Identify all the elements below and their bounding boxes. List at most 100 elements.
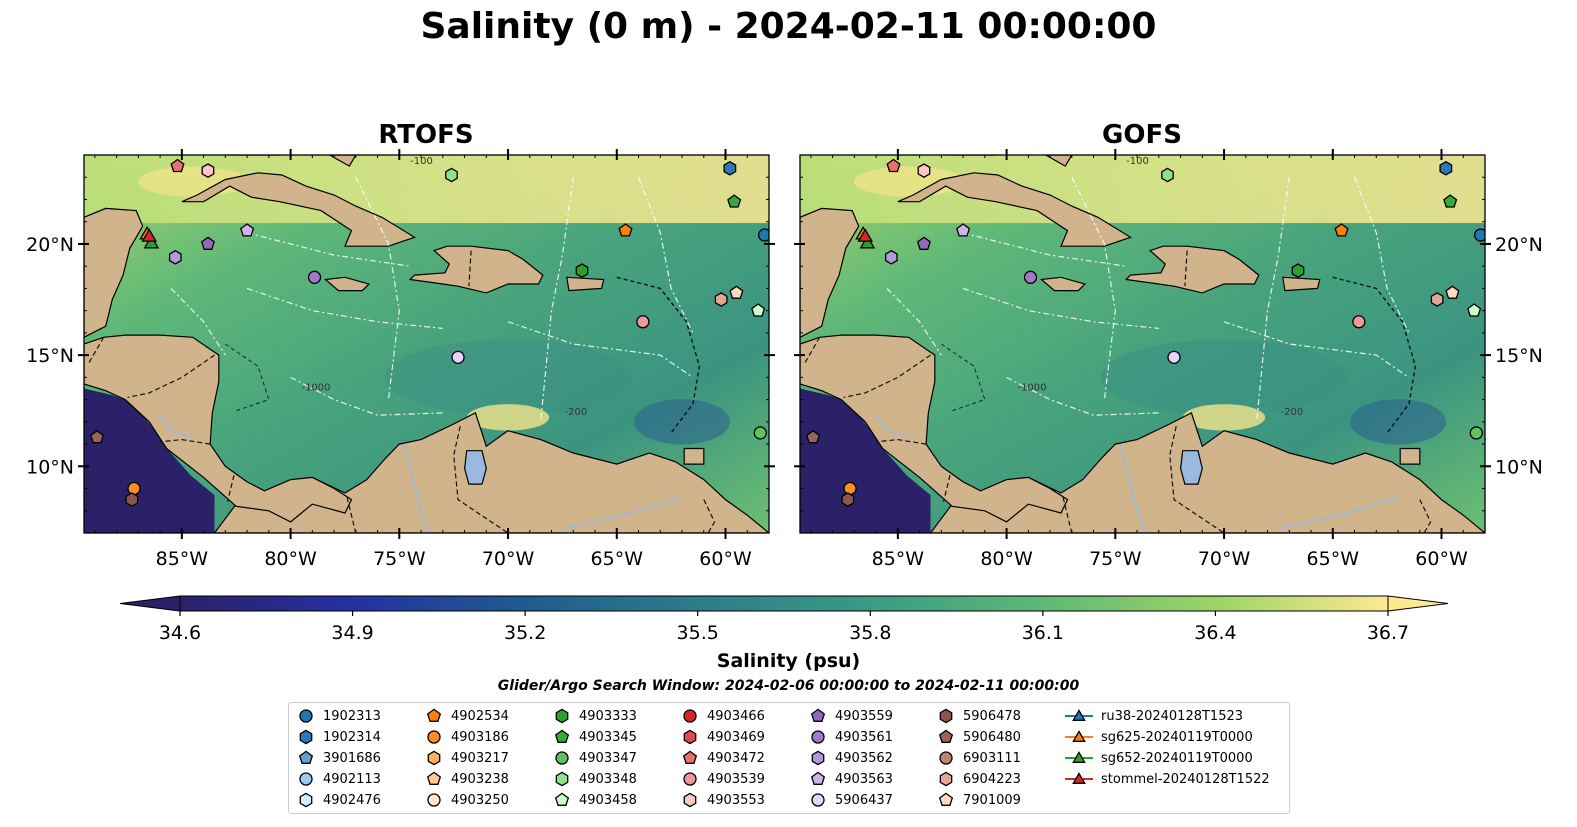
float-marker-4903458: [1467, 303, 1482, 317]
legend-item: 4903561: [809, 727, 893, 747]
hexagon-icon: [299, 792, 313, 808]
lon-tick-label: 75°W: [373, 548, 426, 570]
map-frame: [799, 154, 1486, 534]
hexagon-icon: [427, 750, 441, 766]
contour-label: -1000: [301, 383, 330, 394]
colorbar-tick-label: 35.5: [677, 622, 719, 640]
orinoco-plume: [1350, 399, 1446, 445]
eez-boundary: [290, 376, 443, 416]
legend-item: sg652-20240119T0000: [1065, 748, 1253, 768]
float-marker-7901009: [729, 285, 744, 299]
float-marker-6904223: [1430, 292, 1444, 307]
pentagon-icon: [938, 792, 954, 806]
country-border: [843, 354, 931, 398]
float-marker-5906480: [90, 429, 105, 444]
colorbar-label: Salinity (psu): [716, 650, 861, 672]
legend-marker: [555, 708, 569, 724]
pentagon-icon: [810, 708, 826, 722]
float-marker-4903345: [727, 194, 742, 208]
hexagon-icon: [555, 708, 569, 724]
float-marker-4903559: [200, 236, 215, 250]
legend-label: 3901686: [323, 750, 381, 766]
float-marker-4903562: [168, 249, 182, 265]
legend-label: 4902534: [451, 708, 509, 724]
land-hispaniola: [1124, 245, 1260, 294]
legend-label: 4903186: [451, 729, 509, 745]
contour-label: -100: [410, 156, 433, 167]
legend-item: 1902314: [297, 727, 381, 747]
venezuela-high-salinity: [1182, 404, 1266, 431]
circle-icon: [939, 751, 953, 765]
lat-tick-label: 10°N: [26, 456, 74, 478]
eez-boundary: [170, 287, 226, 356]
map-panel-rtofs: -1000 -100 -200 85°W 80°W 75°W 70°W 65°W 60°W 10°…: [26, 149, 775, 570]
legend-item: 7901009: [937, 790, 1021, 810]
legend-marker: [426, 771, 442, 785]
river-magdalena: [1118, 443, 1147, 533]
country-border: [87, 337, 105, 365]
figure-title: Salinity (0 m) - 2024-02-11 00:00:00: [420, 6, 1157, 47]
map-panel-gofs: -1000 -100 -200 85°W 80°W 75°W 70°W 65°W 60°W 10°…: [794, 149, 1543, 570]
country-border: [127, 354, 215, 398]
float-marker-6904223: [714, 292, 728, 307]
eez-boundary: [1353, 176, 1410, 334]
float-marker-4903186: [127, 481, 141, 496]
land-yucatan: [84, 207, 144, 338]
country-border: [160, 438, 211, 445]
colorbar-extend-high: [1387, 595, 1449, 612]
float-marker-4903561: [307, 270, 322, 284]
pentagon-icon: [298, 750, 314, 764]
land-bahamas: [1044, 155, 1073, 167]
float-marker-sg652-20240119T0000: [859, 234, 876, 249]
country-border: [942, 475, 951, 503]
hexagon-icon: [683, 792, 697, 808]
eez-boundary: [637, 176, 694, 334]
map-frame: [83, 154, 770, 534]
contour-label: -100: [1126, 156, 1149, 167]
legend-label: 4903333: [579, 708, 637, 724]
pentagon-icon: [426, 708, 442, 722]
legend-label: sg652-20240119T0000: [1101, 750, 1253, 766]
pacific-low-salinity: [800, 388, 931, 533]
eez-boundary: [246, 232, 411, 267]
land-southAmerica: [213, 412, 769, 533]
float-marker-4903559: [916, 236, 931, 250]
lon-tick-label: 65°W: [1307, 548, 1360, 570]
circle-icon: [811, 730, 825, 744]
float-marker-4903347: [753, 426, 767, 440]
river-orinoco: [562, 496, 683, 530]
legend-marker: [938, 729, 954, 743]
bathymetry-contour: [616, 276, 701, 434]
contour-label: -200: [565, 407, 588, 418]
land-centralAmerica: [84, 334, 353, 523]
float-marker-4903562: [884, 249, 898, 265]
float-marker-4903472: [170, 158, 185, 173]
land-southAmerica: [929, 412, 1485, 533]
legend-label: 4903458: [579, 792, 637, 808]
legend-item: 1902313: [297, 706, 381, 726]
triangle-line-icon: [1065, 772, 1093, 784]
lon-tick-label: 80°W: [264, 548, 317, 570]
legend-item: 4903348: [553, 769, 637, 789]
legend-marker: [811, 730, 825, 744]
legend-item: 4903559: [809, 706, 893, 726]
legend-label: 4903561: [835, 729, 893, 745]
legend-label: 1902313: [323, 708, 381, 724]
land-bahamas: [328, 155, 357, 167]
circle-icon: [427, 730, 441, 744]
circle-icon: [555, 751, 569, 765]
panel-title-rtofs: RTOFS: [378, 120, 474, 150]
legend-item: 4902476: [297, 790, 381, 810]
float-marker-4903561: [1023, 270, 1038, 284]
float-marker-4903348: [1161, 167, 1174, 183]
float-marker-4903553: [201, 163, 215, 178]
bathymetry-contour: [941, 343, 986, 412]
colorbar-tick-label: 35.2: [504, 622, 546, 640]
legend-item: 4902113: [297, 769, 381, 789]
legend-marker: [555, 751, 569, 765]
float-marker-4903333: [1291, 263, 1305, 278]
float-marker-4903186: [843, 481, 857, 496]
colorbar-tick-label: 35.8: [849, 622, 891, 640]
legend-marker: [427, 750, 441, 766]
lake-nicaragua-outline: [159, 414, 193, 439]
